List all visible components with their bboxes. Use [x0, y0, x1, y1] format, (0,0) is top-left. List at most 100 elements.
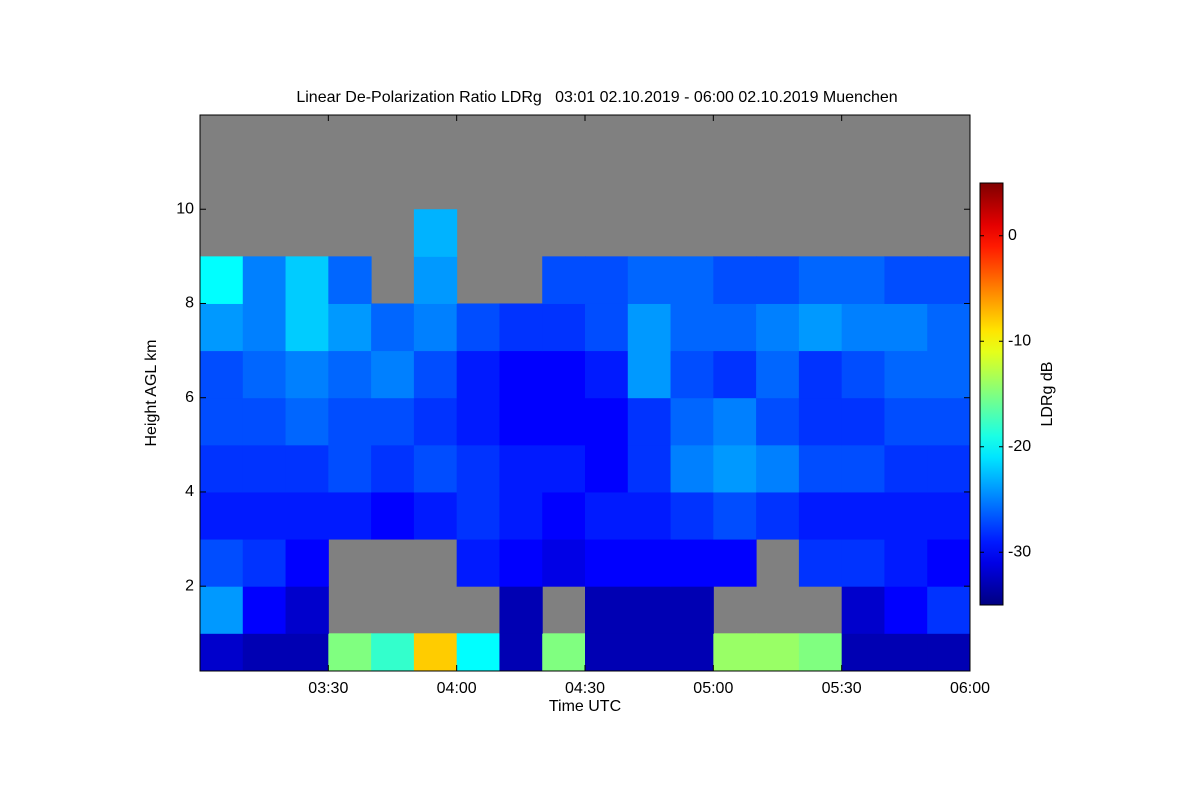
heatmap-cell: [200, 444, 244, 493]
heatmap-cell: [371, 350, 415, 399]
heatmap-cell: [200, 491, 244, 540]
heatmap-cell: [542, 350, 586, 399]
heatmap-cell: [242, 350, 287, 399]
heatmap-cell: [927, 397, 970, 446]
heatmap-cell: [328, 397, 372, 446]
heatmap-cell: [927, 586, 970, 634]
heatmap-cell: [499, 397, 543, 446]
chart-title: Linear De-Polarization Ratio LDRg 03:01 …: [296, 89, 897, 106]
heatmap-cell: [756, 491, 800, 540]
heatmap-cell: [841, 539, 885, 587]
heatmap-cell: [371, 397, 415, 446]
heatmap-cell: [585, 397, 629, 446]
heatmap-cell: [841, 586, 885, 634]
heatmap-cell: [285, 444, 329, 493]
heatmap-cell: [285, 633, 329, 671]
heatmap-cell: [627, 491, 672, 540]
heatmap-cell: [200, 539, 244, 587]
heatmap-cell: [413, 303, 458, 352]
cells: [200, 209, 970, 671]
heatmap-cell: [627, 256, 672, 304]
heatmap-cell: [841, 350, 885, 399]
heatmap-cell: [371, 303, 415, 352]
heatmap-cell: [927, 491, 970, 540]
heatmap-cell: [585, 444, 629, 493]
colorbar-tick-label: -30: [1008, 543, 1031, 560]
heatmap-cell: [756, 256, 800, 304]
heatmap-cell: [884, 397, 928, 446]
heatmap-cell: [499, 539, 543, 587]
heatmap-cell: [456, 444, 500, 493]
heatmap-cell: [200, 256, 244, 304]
heatmap-cell: [285, 491, 329, 540]
heatmap-cell: [456, 491, 500, 540]
heatmap-cell: [456, 397, 500, 446]
heatmap-cell: [798, 397, 843, 446]
heatmap-cell: [200, 303, 244, 352]
heatmap-cell: [756, 444, 800, 493]
heatmap-cell: [670, 586, 714, 634]
heatmap-cell: [200, 397, 244, 446]
heatmap-cell: [328, 256, 372, 304]
heatmap-cell: [627, 539, 672, 587]
heatmap-cell: [756, 633, 800, 671]
heatmap-cell: [328, 350, 372, 399]
heatmap-cell: [413, 633, 458, 671]
y-tick-label: 2: [185, 577, 194, 594]
heatmap-cell: [285, 303, 329, 352]
heatmap-cell: [456, 539, 500, 587]
heatmap-cell: [499, 303, 543, 352]
heatmap-cell: [841, 444, 885, 493]
heatmap-cell: [670, 539, 714, 587]
heatmap-cell: [627, 633, 672, 671]
heatmap-cell: [542, 444, 586, 493]
heatmap-cell: [542, 491, 586, 540]
heatmap-cell: [499, 350, 543, 399]
heatmap-cell: [798, 350, 843, 399]
heatmap-cell: [670, 350, 714, 399]
heatmap-cell: [884, 539, 928, 587]
heatmap-cell: [413, 256, 458, 304]
heatmap-cell: [242, 491, 287, 540]
heatmap-cell: [328, 633, 372, 671]
heatmap-cell: [242, 539, 287, 587]
heatmap-cell: [884, 586, 928, 634]
heatmap-cell: [542, 633, 586, 671]
heatmap-cell: [927, 303, 970, 352]
heatmap-cell: [242, 397, 287, 446]
heatmap-cell: [542, 256, 586, 304]
heatmap-cell: [713, 303, 757, 352]
heatmap-cell: [841, 256, 885, 304]
heatmap-cell: [413, 491, 458, 540]
heatmap-cell: [242, 256, 287, 304]
heatmap-cell: [285, 256, 329, 304]
heatmap-cell: [627, 444, 672, 493]
heatmap-cell: [585, 491, 629, 540]
heatmap-cell: [713, 633, 757, 671]
heatmap-cell: [927, 539, 970, 587]
heatmap-cell: [927, 633, 970, 671]
heatmap-cell: [542, 539, 586, 587]
heatmap-cell: [841, 303, 885, 352]
heatmap-cell: [798, 539, 843, 587]
heatmap-cell: [499, 586, 543, 634]
heatmap-cell: [242, 303, 287, 352]
heatmap-cell: [242, 586, 287, 634]
heatmap-cell: [285, 586, 329, 634]
heatmap-cell: [328, 491, 372, 540]
heatmap-cell: [585, 633, 629, 671]
heatmap-cell: [927, 444, 970, 493]
heatmap-cell: [841, 633, 885, 671]
colorbar-tick-label: -20: [1008, 438, 1031, 455]
y-axis-label: Height AGL km: [143, 339, 160, 446]
heatmap-cell: [285, 350, 329, 399]
heatmap-cell: [927, 350, 970, 399]
heatmap-cell: [713, 256, 757, 304]
colorbar-tick-label: 0: [1008, 227, 1017, 244]
heatmap-cell: [670, 633, 714, 671]
heatmap-cell: [627, 303, 672, 352]
heatmap-cell: [499, 444, 543, 493]
heatmap-cell: [499, 633, 543, 671]
heatmap-cell: [413, 350, 458, 399]
